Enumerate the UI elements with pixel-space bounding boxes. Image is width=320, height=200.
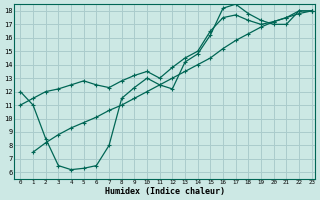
X-axis label: Humidex (Indice chaleur): Humidex (Indice chaleur) (105, 187, 225, 196)
